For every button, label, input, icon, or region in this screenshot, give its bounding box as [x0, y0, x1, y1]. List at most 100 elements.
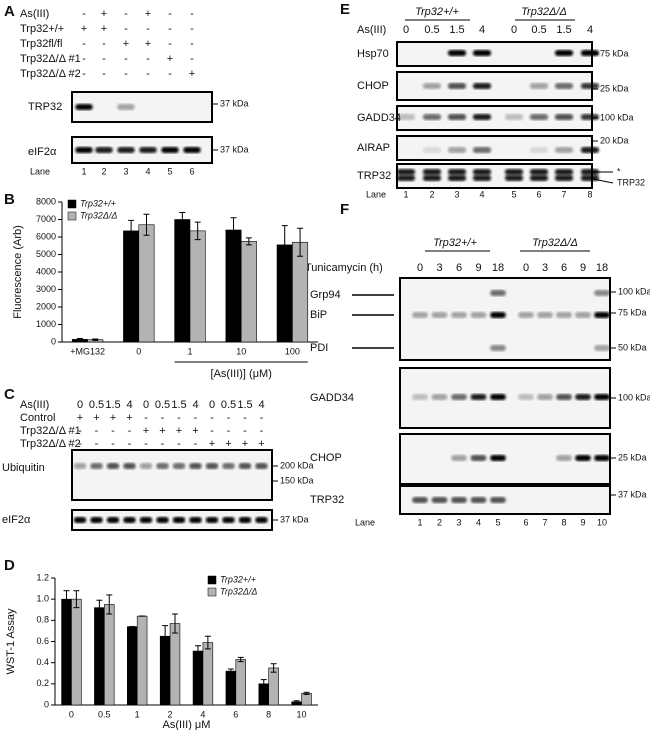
y-axis-label: Fluorescence (Arb) [12, 225, 24, 319]
blot-band [594, 455, 610, 461]
blot-band [139, 463, 153, 469]
blot-label: Hsp70 [357, 48, 389, 60]
condition-value: - [124, 53, 128, 65]
condition-value: - [102, 38, 106, 50]
blot-label: TRP32 [310, 494, 344, 506]
legend-label: Trp32+/+ [80, 198, 116, 208]
condition-label: As(III) [20, 399, 49, 411]
condition-value: 4 [258, 399, 264, 411]
blot-band [90, 463, 103, 469]
blot-band [123, 463, 136, 469]
blot-band [412, 394, 428, 400]
x-tick-label: 4 [200, 709, 205, 719]
condition-value: 0 [143, 399, 149, 411]
condition-value: - [227, 412, 231, 424]
blot-band [75, 147, 93, 153]
condition-value: + [225, 438, 231, 450]
condition-value: + [143, 425, 149, 437]
blot-band [554, 147, 574, 153]
error-bar [245, 237, 252, 246]
genotype-header: Trp32+/+ [433, 237, 477, 249]
blot-band [504, 114, 524, 120]
condition-value: 18 [492, 262, 504, 274]
condition-value: - [194, 438, 198, 450]
genotype-header: Trp32+/+ [415, 6, 459, 18]
condition-label: As(III) [357, 24, 386, 36]
blot-band [139, 517, 153, 523]
blot-label: AIRAP [357, 142, 390, 154]
blot-band [422, 83, 442, 89]
bar [240, 241, 257, 343]
blot-band [594, 345, 610, 351]
blot-band [518, 312, 534, 318]
blot-band [490, 290, 506, 296]
condition-value: + [126, 412, 132, 424]
condition-value: 4 [479, 24, 485, 36]
lane-label: Lane [366, 189, 386, 199]
blot-band [255, 517, 268, 523]
size-marker: 150 kDa [280, 475, 314, 485]
condition-value: + [77, 412, 83, 424]
condition-value: 0.5 [89, 399, 104, 411]
blot-band [575, 312, 591, 318]
condition-value: - [190, 38, 194, 50]
condition-value: + [209, 438, 215, 450]
blot-band [161, 147, 179, 153]
x-group-label: [As(III)] (μM) [211, 368, 272, 380]
blot-band [490, 455, 506, 461]
legend-label: Trp32+/+ [220, 574, 256, 584]
error-bar [237, 656, 244, 663]
condition-label: Trp32Δ/Δ #1 [20, 425, 81, 437]
blot-band [575, 455, 591, 461]
bar [136, 615, 148, 706]
condition-value: - [146, 53, 150, 65]
y-axis-label: WST-1 Assay [5, 608, 17, 675]
blot-band [490, 312, 506, 318]
condition-value: - [82, 38, 86, 50]
error-bar [92, 338, 99, 341]
condition-value: + [145, 38, 151, 50]
blot-label: Ubiquitin [2, 462, 45, 474]
y-tick-label: 0.6 [36, 636, 49, 646]
lane-number: 2 [101, 166, 106, 176]
blot-band [529, 83, 549, 89]
condition-value: - [144, 412, 148, 424]
bar [225, 670, 237, 706]
size-marker: 37 kDa [220, 144, 249, 154]
blot-band [575, 394, 591, 400]
x-tick-label: 0 [69, 709, 74, 719]
lane-number: 4 [479, 189, 484, 199]
marker-arrow [592, 178, 614, 184]
condition-label: Trp32fl/fl [20, 38, 62, 50]
condition-value: + [242, 438, 248, 450]
size-marker: TRP32 [617, 177, 645, 187]
blot-band [431, 497, 448, 503]
condition-value: 1.5 [105, 399, 120, 411]
condition-value: - [78, 438, 82, 450]
blot-band [537, 312, 553, 318]
lane-number: 4 [145, 166, 150, 176]
blot-band [470, 497, 487, 503]
bar [235, 659, 246, 706]
blot-band [238, 463, 252, 469]
x-axis-label: As(III) μM [163, 719, 211, 730]
blot-band [529, 147, 549, 153]
condition-value: 9 [580, 262, 586, 274]
condition-value: 0 [511, 24, 517, 36]
bar [301, 693, 312, 706]
condition-value: + [101, 8, 107, 20]
blot-band [472, 50, 492, 56]
genotype-header: Trp32Δ/Δ [521, 6, 567, 18]
blot-band [504, 169, 524, 175]
condition-value: 1.5 [449, 24, 464, 36]
blot-band [156, 463, 169, 469]
blot-band [470, 394, 487, 400]
blot-band [580, 147, 600, 153]
y-tick-label: 0.2 [36, 678, 49, 688]
blot-band [189, 517, 202, 523]
y-tick-label: 8000 [36, 196, 56, 206]
x-tick-label: 8 [266, 709, 271, 719]
blot-label: TRP32 [357, 170, 391, 182]
error-bar [195, 645, 202, 657]
condition-value: + [258, 438, 264, 450]
